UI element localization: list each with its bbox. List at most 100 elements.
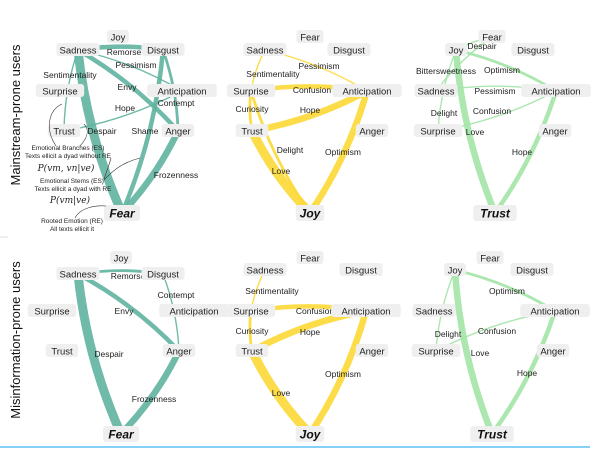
edge-anticipation-trust (489, 308, 558, 437)
edge-label-curiosity: Curiosity (235, 104, 269, 114)
root-node-label: Trust (480, 207, 511, 221)
node-label: Surprise (34, 307, 69, 318)
edge-label-hope: Hope (517, 368, 538, 378)
node-surprise: Surprise (411, 344, 461, 358)
node-label: Sadness (418, 87, 455, 98)
legend-annotations: Emotional Branches (ES) Texts ellicit a … (25, 103, 141, 233)
branches-desc: Texts ellicit a dyad without RE (25, 153, 112, 160)
node-label: Anticipation (342, 87, 391, 98)
edge-label-remorse: Remorse (107, 47, 142, 57)
node-label: Anticipation (157, 87, 206, 98)
edge-label-contempt: Contempt (158, 98, 195, 108)
node-anticipation: Anticipation (520, 304, 590, 318)
node-label: Surprise (233, 87, 268, 98)
node-anticipation: Anticipation (332, 84, 402, 98)
stems-title: Emotional Stems (ES) (40, 178, 104, 185)
stems-desc: Texts ellicit a dyad with RE (35, 186, 113, 193)
edge-label-hope: Hope (300, 105, 321, 115)
node-label: Anticipation (169, 307, 218, 318)
root-node-label: Joy (300, 428, 322, 442)
node-label: Sadness (60, 46, 97, 57)
node-disgust: Disgust (510, 263, 554, 277)
node-label: Disgust (516, 266, 548, 277)
node-sadness: Sadness (243, 263, 287, 277)
node-background (520, 304, 590, 317)
edge-label-confusion: Confusion (478, 326, 517, 336)
edge-anticipation-trust (492, 88, 559, 216)
node-label: Surprise (42, 87, 77, 98)
edge-label-envy: Envy (115, 306, 135, 316)
node-anger: Anger (536, 344, 570, 358)
edge-label-pessimism: Pessimism (298, 61, 339, 71)
node-label: Sadness (247, 266, 284, 277)
node-fear: Fear (478, 30, 506, 44)
node-background (243, 263, 287, 276)
edge-sadness-fear (73, 45, 127, 218)
edge-label-love: Love (471, 348, 490, 358)
node-background (141, 43, 185, 56)
node-background (444, 263, 466, 276)
edge-label-hope: Hope (115, 103, 136, 113)
node-sadness: Sadness (56, 267, 100, 281)
node-surprise: Surprise (35, 84, 85, 98)
node-label: Disgust (345, 266, 377, 277)
node-joy: Joy (444, 263, 466, 277)
node-joy: Joy (110, 251, 132, 265)
node-anger: Anger (355, 124, 389, 138)
node-joy: Joy (445, 43, 467, 57)
edge-label-contempt: Contempt (158, 290, 195, 300)
edge-joy-trust (452, 46, 499, 217)
edge-label-sentimentality: Sentimentality (246, 69, 300, 79)
root-node-fear: Fear (104, 205, 140, 221)
node-background (161, 124, 195, 137)
root-desc: All texts ellicit it (50, 226, 94, 233)
edge-label-hope: Hope (300, 327, 321, 337)
node-background (414, 84, 458, 97)
node-anticipation: Anticipation (331, 304, 401, 318)
node-label: Trust (241, 127, 263, 138)
edge-label-despair: Despair (87, 126, 116, 136)
node-surprise: Surprise (27, 304, 77, 318)
node-trust: Trust (235, 124, 269, 138)
branches-title: Emotional Branches (ES) (32, 145, 105, 152)
node-background (470, 426, 514, 442)
node-background (235, 344, 269, 357)
node-anger: Anger (162, 344, 196, 358)
node-label: Anger (540, 347, 565, 358)
root-node-label: Joy (300, 207, 322, 221)
node-sadness: Sadness (412, 304, 456, 318)
root-node-trust: Trust (470, 426, 514, 442)
edge-sadness-anger (75, 47, 181, 134)
node-fear: Fear (296, 30, 324, 44)
node-sadness: Sadness (243, 43, 287, 57)
edge-anger-fear (117, 347, 183, 438)
node-fear: Fear (296, 251, 324, 265)
node-label: Trust (241, 347, 263, 358)
node-label: Surprise (418, 347, 453, 358)
node-background (296, 251, 324, 264)
edge-sadness-anger (75, 271, 182, 354)
edge-label-frozenness: Frozenness (154, 170, 198, 180)
edge-sadness-fear (73, 269, 126, 439)
node-label: Anticipation (531, 87, 580, 98)
edge-anticipation-joy (306, 87, 371, 217)
node-background (295, 205, 325, 221)
node-background (159, 304, 229, 317)
root-node-trust: Trust (473, 205, 517, 221)
node-label: Anger (359, 347, 384, 358)
node-anger: Anger (538, 124, 572, 138)
node-trust: Trust (235, 344, 269, 358)
edge-disgust-fear (119, 47, 166, 216)
node-label: Disgust (147, 46, 179, 57)
node-surprise: Surprise (226, 304, 276, 318)
edge-label-pessimism: Pessimism (474, 86, 515, 96)
node-label: Anger (359, 127, 384, 138)
arrow-stems-right (103, 157, 141, 181)
node-label: Anger (166, 347, 191, 358)
edge-label-bittersweetness: Bittersweetness (416, 66, 476, 76)
node-sadness: Sadness (56, 43, 100, 57)
edge-label-optimism: Optimism (325, 147, 361, 157)
node-anger: Anger (161, 124, 195, 138)
node-background (45, 344, 79, 357)
